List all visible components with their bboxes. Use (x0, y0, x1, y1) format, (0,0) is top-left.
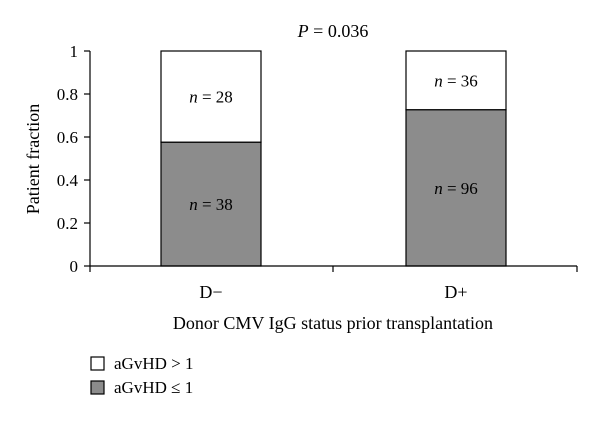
bar-value-label: n = 36 (434, 71, 478, 90)
bar-low-grade-d-minus (160, 141, 262, 267)
bar-high-grade-d-minus (160, 50, 262, 143)
legend-swatch (90, 356, 105, 371)
legend-entry-label: aGvHD ≤ 1 (114, 378, 193, 397)
x-tick-label: D+ (444, 282, 467, 302)
legend: aGvHD > 1 aGvHD ≤ 1 (90, 354, 193, 397)
bar-value-label: n = 38 (189, 195, 233, 214)
y-tick-label: 0.6 (57, 128, 78, 147)
y-tick-label: 0.8 (57, 85, 78, 104)
y-tick-label: 1 (70, 42, 79, 61)
y-tick-label: 0.2 (57, 214, 78, 233)
bar-value-label: n = 96 (434, 179, 478, 198)
y-tick-label: 0 (70, 257, 79, 276)
bar-value-label: n = 28 (189, 88, 233, 107)
x-tick-label: D− (199, 282, 222, 302)
y-axis-label: Patient fraction (23, 104, 43, 214)
legend-swatch (90, 380, 105, 395)
y-tick-label: 0.4 (57, 171, 79, 190)
chart-title: P = 0.036 (297, 21, 369, 41)
x-axis-label: Donor CMV IgG status prior transplantati… (173, 313, 493, 333)
legend-entry-label: aGvHD > 1 (114, 354, 193, 373)
bar-high-grade-d-plus (405, 50, 507, 111)
